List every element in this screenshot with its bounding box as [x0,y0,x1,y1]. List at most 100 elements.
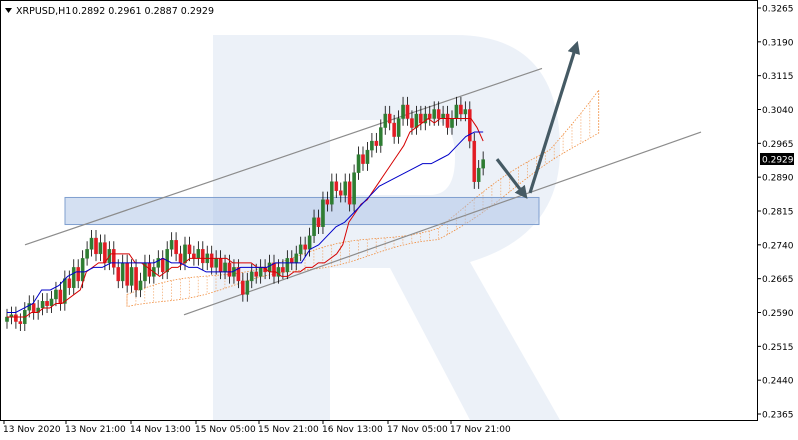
candle-body [129,267,134,286]
candle-body [352,172,356,205]
candle-body [71,267,76,288]
x-tick-label: 13 Nov 2020 [3,425,61,435]
candle-body [223,262,227,273]
candle-body [423,113,428,124]
candle-body [441,113,445,119]
candle-body [410,118,414,128]
candle-body [432,109,437,119]
candle-body [5,316,9,322]
candle-body [156,258,161,268]
candle-body [98,242,103,255]
candle-body [245,280,250,295]
candle-body [160,258,165,273]
candle-body [187,244,192,255]
price-axis: 0.3265 0.3190 0.3115 0.3040 0.2965 0.2890 0.28… [757,5,794,421]
candle-body [196,249,201,259]
channel-lower-line [183,131,702,316]
candle-body [334,181,339,191]
ohlc-values: 0.2892 0.2961 0.2887 0.2929 [72,6,214,17]
y-tick-label: 0.3115 [762,72,794,82]
y-tick-label: 0.2815 [762,208,794,218]
candle-body [325,199,330,205]
up-arrow [528,40,580,194]
candle-body [290,258,294,264]
candle-body [169,240,174,250]
candle-body [258,267,263,277]
candle-body [347,181,352,205]
candle-body [361,154,365,164]
candle-body [214,258,218,268]
candle-body [356,154,361,173]
candle-body [178,253,183,264]
candle-body [174,240,178,255]
candle-body [468,109,472,142]
collapse-triangle-icon[interactable] [5,8,12,13]
x-tick-label: 16 Nov 13:00 [322,425,383,435]
x-tick-label: 15 Nov 05:00 [195,425,256,435]
candle-body [374,140,379,146]
candle-body [330,181,334,205]
candle-body [63,278,67,304]
candle-body [49,298,54,306]
brand-watermark-r [213,35,560,420]
channel-upper-line [24,67,543,246]
candle-body [54,289,58,300]
candle-body [285,258,290,273]
candle-body [459,104,463,115]
candle-body [392,122,396,137]
x-tick-label: 15 Nov 21:00 [258,425,319,435]
ichimoku-lines [7,117,484,318]
candle-body [365,149,370,164]
down-arrow [495,158,528,199]
candle-body [312,217,316,237]
candle-body [303,244,307,250]
candle-body [387,113,392,124]
y-tick-label: 0.2515 [762,343,794,353]
candle-body [134,267,138,291]
candle-body [316,217,321,227]
candle-body [321,199,325,227]
candle-body [370,140,374,151]
candle-body [396,118,401,137]
forecast-arrows [495,40,580,199]
candle-body [45,301,49,306]
candle-body [481,159,485,169]
y-tick-label: 0.2440 [762,377,794,387]
support-zone [64,196,540,226]
candle-body [249,271,254,282]
candle-body [450,118,454,128]
candle-body [476,167,481,182]
candle-body [18,321,23,324]
candle-body [276,267,281,277]
candle-body [138,280,143,291]
candle-body [401,104,405,119]
candle-body [427,113,432,119]
candle-body [281,267,285,273]
candle-body [298,244,303,255]
candle-body [241,280,245,295]
candle-body [209,253,214,268]
candle-body [472,140,477,182]
candle-body [445,113,450,128]
candle-body [14,314,18,322]
x-tick-label: 17 Nov 05:00 [387,425,448,435]
candle-body [294,253,299,264]
x-tick-label: 14 Nov 13:00 [130,425,191,435]
x-tick-label: 17 Nov 21:00 [450,425,511,435]
candle-body [343,181,348,196]
y-tick-label: 0.3265 [762,5,794,15]
y-tick-label: 0.3040 [762,106,794,116]
candle-body [183,244,187,264]
candle-body [111,249,116,268]
candle-body [200,249,205,264]
candle-body [436,109,441,119]
time-axis: 13 Nov 2020 13 Nov 21:00 14 Nov 13:00 15 No… [3,420,511,435]
candle-body [254,271,259,277]
watermark-letter [213,35,560,420]
y-tick-label: 0.3190 [762,38,794,48]
y-tick-label: 0.2965 [762,140,794,150]
candle-body [463,109,468,115]
candle-body [454,104,459,119]
candle-body [80,258,85,282]
current-price-badge: 0.2929 [760,153,794,166]
